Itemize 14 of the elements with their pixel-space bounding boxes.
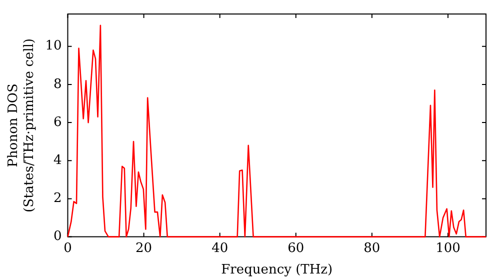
y-tick-label: 6 (53, 114, 62, 130)
x-tick-label: 40 (212, 240, 228, 256)
x-tick-label: 60 (288, 240, 304, 256)
x-tick-label: 80 (364, 240, 380, 256)
y-tick-label: 10 (45, 38, 62, 54)
y-tick-label: 8 (53, 76, 62, 92)
x-tick-label: 100 (436, 240, 460, 256)
y-axis-title: Phonon DOS (States/THz·primitive cell) (6, 38, 37, 212)
x-axis-title: Frequency (THz) (221, 262, 333, 278)
y-tick-label: 4 (53, 153, 62, 168)
x-tick-label: 0 (64, 240, 72, 256)
x-tick-label: 20 (136, 240, 152, 256)
y-tick-label: 2 (53, 191, 62, 206)
y-tick-label: 0 (53, 229, 62, 244)
